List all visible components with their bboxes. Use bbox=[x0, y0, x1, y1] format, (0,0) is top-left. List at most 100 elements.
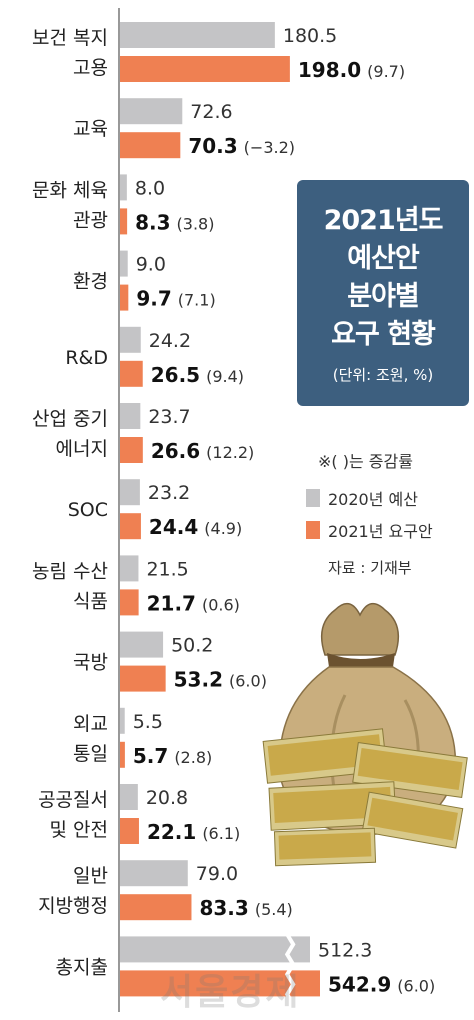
change-rate-label: (9.7) bbox=[367, 62, 405, 81]
value-label-2020: 50.2 bbox=[171, 635, 213, 657]
change-rate-label: (3.8) bbox=[177, 214, 215, 233]
category-label: 농림 수산 bbox=[32, 560, 108, 582]
change-rate-label: (9.4) bbox=[206, 367, 244, 386]
bar-2020 bbox=[120, 250, 128, 277]
value-label-2021: 8.3 bbox=[135, 210, 170, 234]
bar-2021 bbox=[120, 56, 290, 82]
chart-title-line1: 2021년도 bbox=[323, 205, 444, 236]
category-label: 산업 중기 bbox=[32, 408, 108, 430]
value-label-2021: 5.7 bbox=[133, 744, 168, 768]
value-label-2020: 79.0 bbox=[196, 863, 238, 885]
legend-swatch-2020 bbox=[306, 489, 320, 507]
value-label-2021: 21.7 bbox=[147, 591, 196, 615]
bar-2021 bbox=[120, 513, 141, 540]
change-rate-label: (0.6) bbox=[202, 595, 240, 614]
value-label-2020: 5.5 bbox=[133, 711, 163, 733]
bar-2021 bbox=[120, 132, 181, 159]
category-label: 에너지 bbox=[56, 438, 108, 460]
chart-title-line3: 분야별 bbox=[347, 281, 420, 312]
value-label-2020: 9.0 bbox=[136, 254, 166, 276]
category-label: 문화 체육 bbox=[32, 179, 108, 201]
category-label: 총지출 bbox=[56, 956, 108, 978]
bar-2020 bbox=[120, 784, 138, 810]
bar-2021 bbox=[120, 665, 166, 692]
legend-swatch-2021 bbox=[306, 521, 320, 539]
bar-2020 bbox=[120, 479, 140, 506]
value-label-2021: 26.5 bbox=[151, 363, 200, 387]
value-label-2020: 24.2 bbox=[149, 330, 191, 352]
bar-2021 bbox=[120, 741, 125, 768]
value-label-2021: 24.4 bbox=[149, 515, 198, 539]
bar-2020 bbox=[120, 326, 141, 353]
category-label: 및 안전 bbox=[50, 819, 108, 841]
category-label: 일반 bbox=[73, 865, 108, 887]
bar-2020 bbox=[120, 555, 139, 582]
bar-2020 bbox=[120, 631, 164, 658]
bar-2021 bbox=[120, 818, 139, 844]
category-label: 공공질서 bbox=[38, 789, 108, 811]
category-label: SOC bbox=[68, 499, 108, 521]
value-label-2020: 72.6 bbox=[190, 101, 232, 123]
watermark-logo: 서울경제 bbox=[160, 971, 301, 1013]
value-label-2021: 22.1 bbox=[147, 820, 196, 844]
value-label-2021: 198.0 bbox=[298, 58, 361, 82]
chart-unit: (단위: 조원, %) bbox=[332, 366, 434, 384]
value-label-2020: 8.0 bbox=[135, 177, 165, 199]
category-label: 보건 복지 bbox=[32, 27, 108, 49]
legend-label-2021: 2021년 요구안 bbox=[328, 522, 433, 541]
category-label: 식품 bbox=[73, 590, 108, 612]
value-label-2021: 9.7 bbox=[136, 287, 171, 311]
chart-title-line4: 요구 현황 bbox=[331, 319, 436, 350]
bar-2021 bbox=[120, 437, 143, 463]
bar-2020 bbox=[120, 98, 183, 125]
bar-2021 bbox=[120, 208, 128, 235]
category-label: 고용 bbox=[73, 57, 108, 79]
value-label-2021: 53.2 bbox=[174, 668, 223, 692]
legend-label-2020: 2020년 예산 bbox=[328, 490, 418, 509]
bar-2021 bbox=[120, 360, 143, 387]
category-label: 지방행정 bbox=[38, 895, 108, 917]
bar-2021 bbox=[120, 284, 129, 311]
category-label: 교육 bbox=[73, 118, 108, 140]
bar-2020 bbox=[120, 174, 127, 201]
chart-title-box: 2021년도 예산안 분야별 요구 현황 (단위: 조원, %) bbox=[297, 180, 469, 406]
value-label-2020: 180.5 bbox=[283, 25, 337, 47]
category-label: 관광 bbox=[73, 209, 108, 231]
value-label-2021: 26.6 bbox=[151, 439, 200, 463]
money-bag-illustration bbox=[262, 602, 468, 867]
bar-2021 bbox=[120, 894, 192, 921]
category-label: R&D bbox=[65, 347, 108, 369]
change-rate-label: (4.9) bbox=[204, 519, 242, 538]
bar-2021 bbox=[120, 589, 139, 616]
change-rate-label: (7.1) bbox=[178, 291, 216, 310]
bar-2020 bbox=[120, 860, 188, 887]
change-rate-label: (6.0) bbox=[229, 672, 267, 691]
value-label-2020: 23.7 bbox=[148, 406, 190, 428]
value-label-2021: 70.3 bbox=[188, 134, 237, 158]
legend-item-2020: 2020년 예산 bbox=[306, 486, 418, 510]
change-rate-label: (12.2) bbox=[206, 443, 254, 462]
change-rate-label: (6.1) bbox=[202, 824, 240, 843]
category-label: 통일 bbox=[73, 743, 108, 765]
axis-break-mark bbox=[284, 933, 296, 1006]
change-rate-label: (5.4) bbox=[255, 900, 293, 919]
category-label: 외교 bbox=[73, 713, 108, 735]
category-label: 국방 bbox=[73, 652, 108, 674]
category-label: 환경 bbox=[73, 271, 108, 293]
bar-2020 bbox=[120, 936, 310, 963]
change-rate-label: (2.8) bbox=[174, 748, 212, 767]
source-note: 자료 : 기재부 bbox=[328, 559, 412, 577]
value-label-2020: 21.5 bbox=[146, 558, 188, 580]
value-label-2021: 542.9 bbox=[328, 972, 391, 996]
change-rate-label: (−3.2) bbox=[244, 138, 295, 157]
change-rate-note: ※( )는 증감률 bbox=[318, 452, 413, 471]
bar-2020 bbox=[120, 707, 125, 734]
change-rate-label: (6.0) bbox=[397, 976, 435, 995]
bar-2020 bbox=[120, 403, 141, 429]
legend-item-2021: 2021년 요구안 bbox=[306, 518, 433, 542]
value-label-2020: 23.2 bbox=[148, 482, 190, 504]
value-label-2020: 20.8 bbox=[146, 787, 188, 809]
value-label-2020: 512.3 bbox=[318, 939, 372, 961]
